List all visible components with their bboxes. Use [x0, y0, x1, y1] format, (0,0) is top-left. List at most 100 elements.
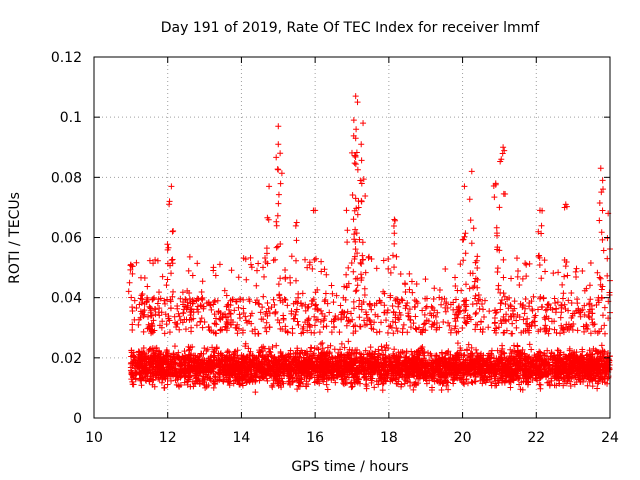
data-point	[194, 373, 201, 380]
data-point	[348, 260, 355, 267]
data-point	[177, 295, 184, 302]
data-point	[423, 303, 430, 310]
data-point	[545, 315, 552, 322]
data-point	[235, 325, 242, 332]
data-point	[308, 329, 315, 336]
data-point	[225, 301, 232, 308]
data-point	[345, 338, 352, 345]
data-point	[523, 273, 530, 280]
data-point	[272, 309, 279, 316]
data-point	[524, 315, 531, 322]
data-point	[177, 317, 184, 324]
data-point	[513, 255, 520, 262]
data-point	[427, 350, 434, 357]
data-point	[585, 364, 592, 371]
data-point	[350, 298, 357, 305]
data-point	[367, 344, 374, 351]
data-point	[321, 266, 328, 273]
data-point	[553, 329, 560, 336]
data-point	[193, 377, 200, 384]
data-point	[441, 358, 448, 365]
data-point	[395, 303, 402, 310]
data-point	[149, 381, 156, 388]
data-point	[140, 328, 147, 335]
data-point	[585, 308, 592, 315]
data-point	[377, 352, 384, 359]
data-point	[509, 320, 516, 327]
data-point	[517, 350, 524, 357]
data-point	[479, 328, 486, 335]
data-point	[462, 307, 469, 314]
data-point	[347, 380, 354, 387]
data-point	[513, 324, 520, 331]
data-point	[340, 294, 347, 301]
data-point	[265, 345, 272, 352]
data-point	[378, 343, 385, 350]
data-point	[461, 351, 468, 358]
data-point	[604, 375, 611, 382]
data-point	[410, 320, 417, 327]
data-point	[152, 306, 159, 313]
data-point	[588, 306, 595, 313]
data-point	[449, 376, 456, 383]
data-point	[436, 287, 443, 294]
data-point	[287, 279, 294, 286]
data-point	[156, 322, 163, 329]
data-point	[453, 374, 460, 381]
data-point	[525, 379, 532, 386]
data-point	[423, 380, 430, 387]
data-point	[186, 374, 193, 381]
data-point	[498, 297, 505, 304]
data-point	[514, 273, 521, 280]
data-point	[215, 353, 222, 360]
data-point	[270, 296, 277, 303]
data-point	[419, 307, 426, 314]
data-point	[576, 309, 583, 316]
data-point	[319, 339, 326, 346]
data-point	[346, 346, 353, 353]
data-point	[573, 307, 580, 314]
data-point	[278, 375, 285, 382]
data-point	[135, 321, 142, 328]
data-point	[337, 302, 344, 309]
data-point	[189, 378, 196, 385]
data-point	[413, 373, 420, 380]
data-point	[150, 260, 157, 267]
data-point	[442, 265, 449, 272]
data-point	[384, 329, 391, 336]
data-point	[151, 327, 158, 334]
data-point	[431, 285, 438, 292]
data-point	[380, 351, 387, 358]
data-point	[507, 302, 514, 309]
data-point	[261, 273, 268, 280]
data-point	[211, 299, 218, 306]
data-point	[563, 321, 570, 328]
data-point	[194, 306, 201, 313]
data-point	[282, 266, 289, 273]
data-point	[396, 366, 403, 373]
data-point	[176, 313, 183, 320]
data-point	[441, 295, 448, 302]
data-point	[581, 287, 588, 294]
data-point	[508, 313, 515, 320]
data-point	[513, 374, 520, 381]
data-point	[457, 345, 464, 352]
data-point	[361, 292, 368, 299]
data-point	[216, 376, 223, 383]
data-point	[448, 326, 455, 333]
data-point	[236, 311, 243, 318]
data-point	[562, 306, 569, 313]
data-point	[525, 354, 532, 361]
data-point	[189, 272, 196, 279]
data-point	[247, 254, 254, 261]
data-point	[459, 324, 466, 331]
data-point	[341, 344, 348, 351]
data-point	[520, 316, 527, 323]
data-point	[150, 377, 157, 384]
data-point	[472, 292, 479, 299]
data-point	[554, 299, 561, 306]
data-point	[596, 274, 603, 281]
data-point	[371, 353, 378, 360]
data-point	[526, 341, 533, 348]
data-point	[454, 340, 461, 347]
